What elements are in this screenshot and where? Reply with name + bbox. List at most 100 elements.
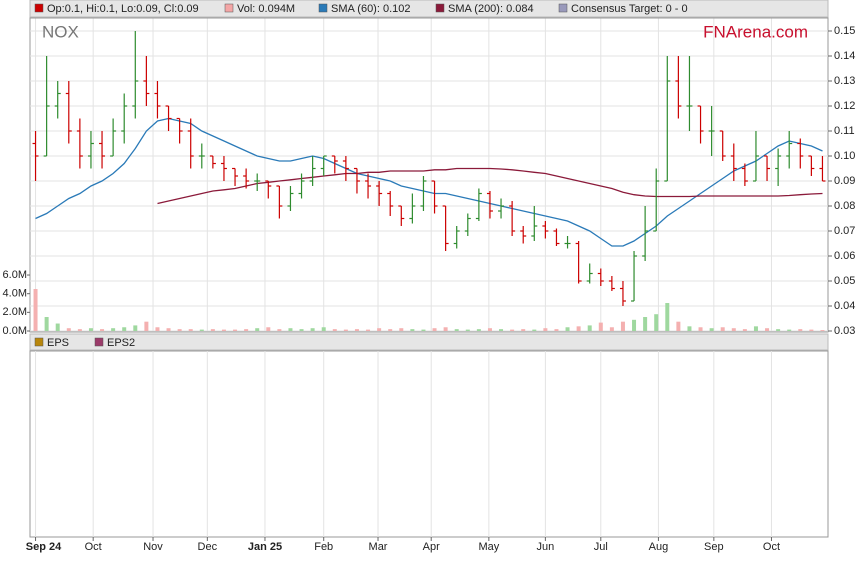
x-tick-label: Apr — [423, 541, 440, 553]
volume-bar — [654, 314, 659, 331]
volume-bar — [332, 329, 337, 331]
legend-swatch — [224, 3, 234, 13]
volume-bar — [310, 328, 315, 331]
volume-bar — [731, 328, 736, 331]
volume-bar — [100, 329, 105, 331]
volume-bar — [210, 329, 215, 331]
x-tick-label: Dec — [198, 541, 218, 553]
x-tick-label: Jun — [537, 541, 555, 553]
x-tick-label: Nov — [143, 541, 163, 553]
volume-bar — [776, 329, 781, 331]
x-tick-label: Oct — [85, 541, 102, 553]
x-tick-label: Jul — [594, 541, 608, 553]
y-tick-label: 0.15 — [834, 25, 855, 37]
volume-bar — [499, 329, 504, 331]
volume-bar — [122, 327, 127, 331]
volume-bar — [144, 321, 149, 331]
volume-bar — [554, 329, 559, 331]
y-tick-label: 0.08 — [834, 200, 855, 212]
volume-bar — [765, 328, 770, 331]
y2-tick-label: 4.0M — [3, 288, 27, 300]
y-tick-label: 0.05 — [834, 275, 855, 287]
volume-bar — [366, 329, 371, 331]
volume-bar — [620, 321, 625, 331]
volume-bar — [432, 328, 437, 331]
volume-bar — [421, 329, 426, 331]
source: FNArena.com — [703, 22, 808, 41]
volume-bar — [720, 327, 725, 331]
legend-label: EPS — [47, 337, 69, 349]
grid — [27, 18, 832, 541]
legend-swatch — [34, 3, 44, 13]
legend-label: Consensus Target: 0 - 0 — [571, 3, 688, 15]
volume-bar — [155, 327, 160, 331]
x-tick-label: May — [478, 541, 499, 553]
volume-bar — [354, 329, 359, 331]
eps-plot — [29, 350, 829, 538]
legend-label: Vol: 0.094M — [237, 3, 295, 15]
legend-label: Op:0.1, Hi:0.1, Lo:0.09, Cl:0.09 — [47, 3, 199, 15]
volume-bar — [199, 329, 204, 331]
volume-bar — [111, 328, 116, 331]
volume-bar — [343, 329, 348, 331]
volume-bar — [676, 321, 681, 331]
volume-bar — [288, 328, 293, 331]
x-tick-label: Sep 24 — [26, 541, 62, 553]
y-tick-label: 0.07 — [834, 225, 855, 237]
marks — [32, 31, 826, 331]
volume-bar — [798, 329, 803, 331]
volume-bar — [665, 303, 670, 331]
volume-bar — [709, 328, 714, 331]
volume-bar — [587, 325, 592, 331]
volume-bar — [443, 327, 448, 331]
legend-swatch — [34, 337, 44, 347]
volume-bar — [44, 317, 49, 331]
volume-bar — [476, 329, 481, 331]
y-tick-label: 0.06 — [834, 250, 855, 262]
volume-bar — [598, 322, 603, 331]
volume-bar — [399, 328, 404, 331]
volume-bar — [609, 327, 614, 331]
volume-bar — [487, 328, 492, 331]
y-tick-label: 0.09 — [834, 175, 855, 187]
volume-bar — [809, 329, 814, 331]
volume-bar — [454, 329, 459, 331]
volume-bar — [166, 328, 171, 331]
volume-bar — [233, 329, 238, 331]
volume-bar — [698, 327, 703, 331]
volume-bar — [465, 329, 470, 331]
volume-bar — [521, 329, 526, 331]
volume-bar — [532, 329, 537, 331]
ticker: NOX — [42, 22, 79, 41]
price-plot — [29, 17, 829, 333]
y-tick-label: 0.11 — [834, 125, 855, 137]
y-tick-label: 0.03 — [834, 325, 855, 337]
y-tick-label: 0.12 — [834, 100, 855, 112]
y2-tick-label: 6.0M — [3, 269, 27, 281]
y-tick-label: 0.13 — [834, 75, 855, 87]
volume-bar — [255, 328, 260, 331]
legend-label: EPS2 — [107, 337, 135, 349]
volume-bar — [576, 326, 581, 331]
volume-bar — [177, 329, 182, 331]
y2-tick-label: 0.0M — [3, 325, 27, 337]
x-tick-label: Mar — [369, 541, 388, 553]
volume-bar — [687, 326, 692, 331]
volume-bar — [510, 329, 515, 331]
volume-bar — [742, 329, 747, 331]
volume-bar — [88, 328, 93, 331]
volume-bar — [388, 329, 393, 331]
volume-bar — [33, 289, 38, 331]
legend-swatch — [558, 3, 568, 13]
y2-tick-label: 2.0M — [3, 306, 27, 318]
volume-bar — [266, 327, 271, 331]
x-tick-label: Sep — [704, 541, 724, 553]
volume-bar — [565, 327, 570, 331]
volume-bar — [55, 323, 60, 331]
volume-bar — [820, 330, 825, 331]
y-tick-label: 0.10 — [834, 150, 855, 162]
volume-bar — [188, 329, 193, 331]
volume-bar — [244, 329, 249, 331]
volume-bar — [753, 326, 758, 331]
